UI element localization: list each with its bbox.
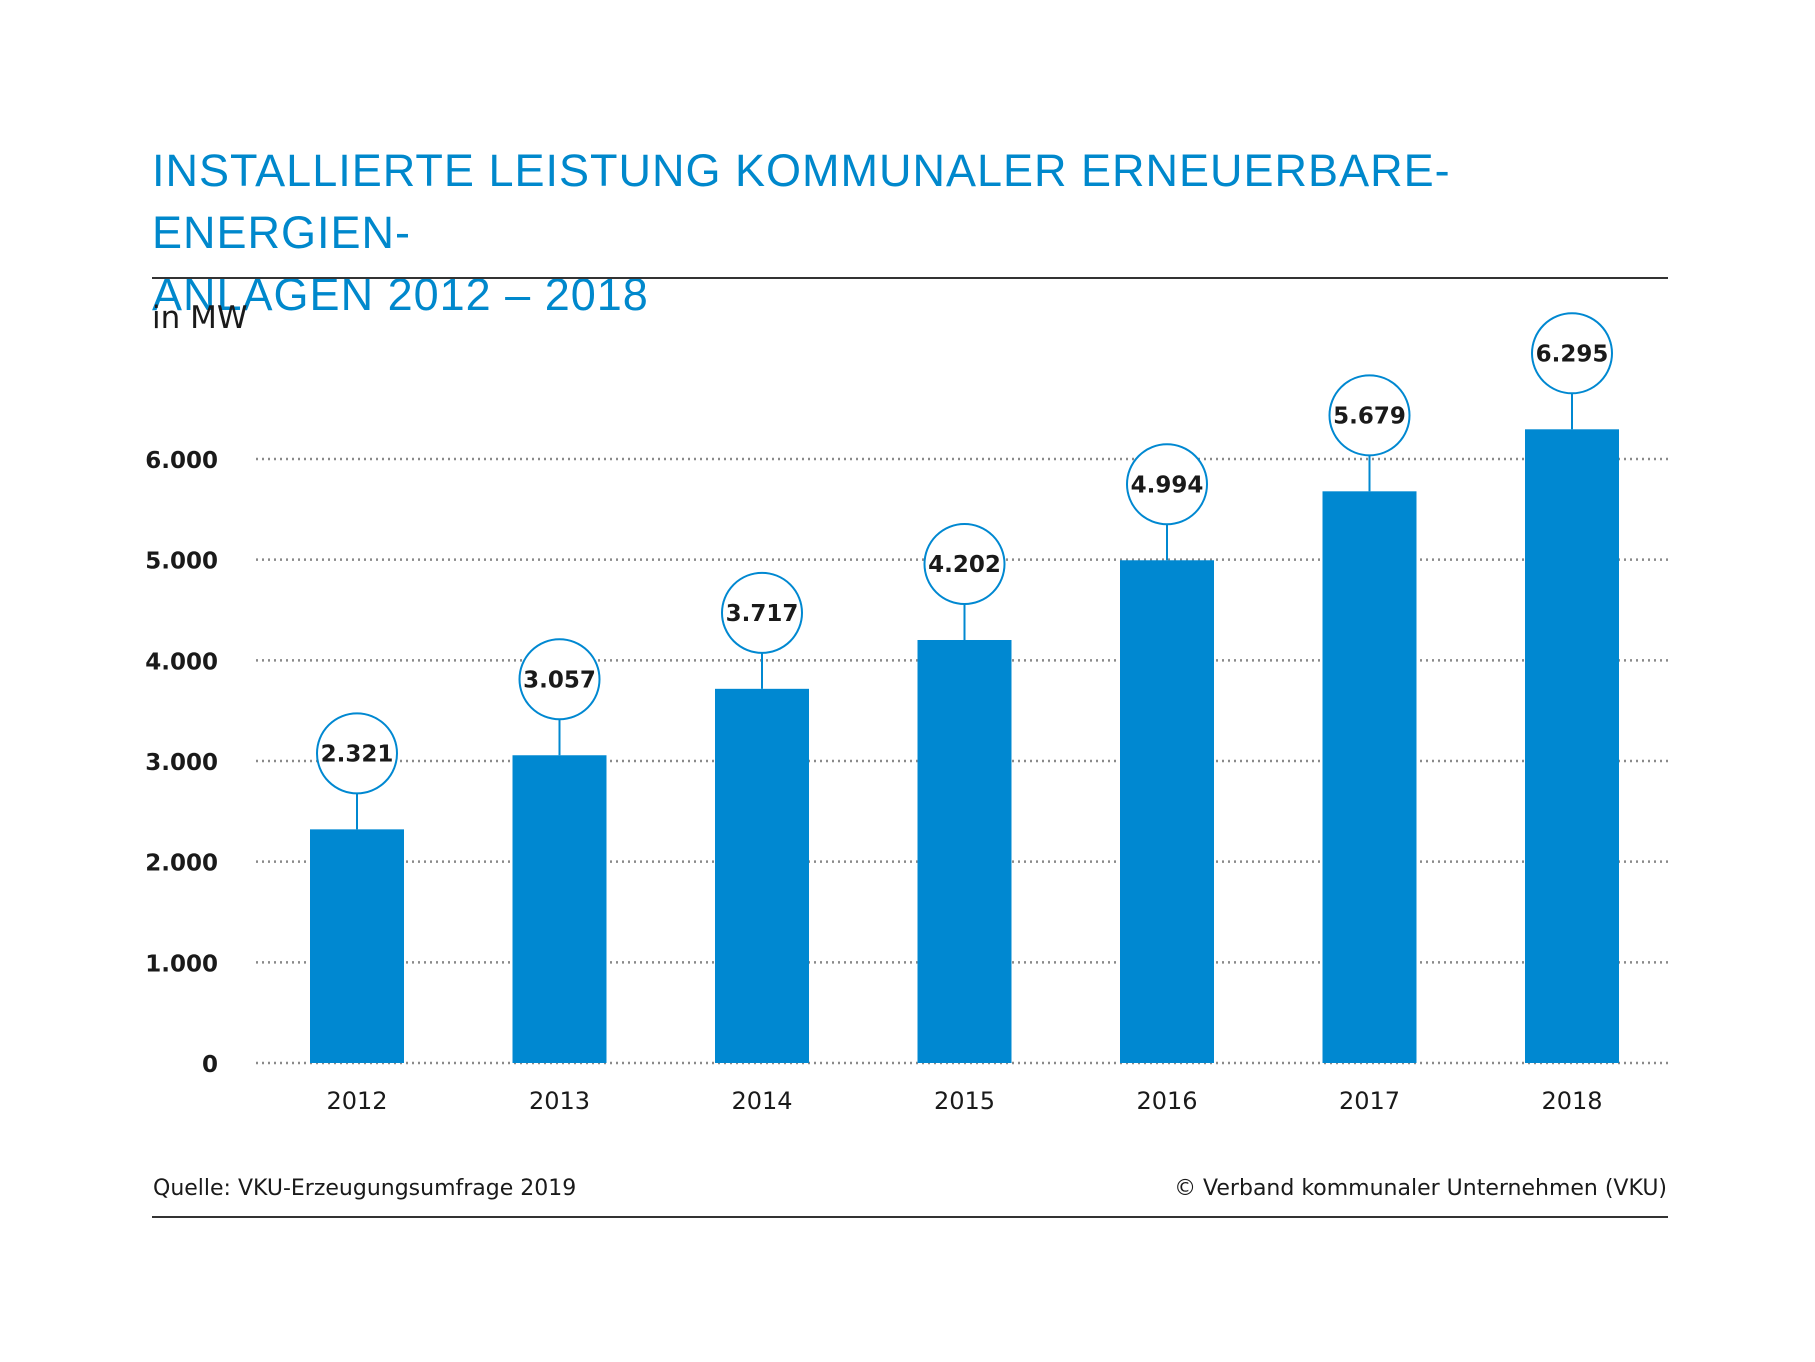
y-axis-unit-label: in MW — [152, 300, 248, 336]
x-tick-label-2018: 2018 — [1541, 1087, 1602, 1115]
bar-2014 — [715, 688, 809, 1063]
callout-circle — [316, 712, 398, 795]
data-label-2018: 6.295 — [1536, 341, 1609, 367]
bar-2013 — [512, 755, 607, 1063]
callout-circle — [1126, 443, 1208, 526]
y-tick-label: 3.000 — [145, 750, 218, 776]
callout-circle — [1328, 374, 1411, 457]
grid-lines — [256, 457, 1668, 1065]
bottom-divider — [152, 1216, 1668, 1218]
x-axis-tick-labels: 2012 2013 2014 2015 2016 2017 2018 — [326, 1087, 1602, 1115]
callout-circle — [518, 638, 601, 721]
data-label-2013: 3.057 — [523, 667, 596, 693]
bar-2017 — [1322, 491, 1417, 1064]
data-label-2016: 4.994 — [1131, 472, 1204, 498]
y-tick-label: 6.000 — [145, 448, 218, 474]
x-tick-label-2012: 2012 — [326, 1087, 387, 1115]
data-label-2017: 5.679 — [1333, 403, 1406, 429]
data-label-2014: 3.717 — [726, 601, 799, 627]
bar-2018 — [1525, 429, 1619, 1063]
chart-title: INSTALLIERTE LEISTUNG KOMMUNALER ERNEUER… — [152, 140, 1692, 326]
callout-circle — [923, 522, 1006, 605]
value-callouts: 2.321 3.057 3.717 4.202 4.994 5.679 6.295 — [316, 312, 1613, 830]
x-tick-label-2017: 2017 — [1339, 1087, 1400, 1115]
callout-circle — [1531, 312, 1613, 395]
x-tick-label-2013: 2013 — [529, 1087, 590, 1115]
chart-title-line-1: INSTALLIERTE LEISTUNG KOMMUNALER ERNEUER… — [152, 145, 1451, 258]
copyright-note: © Verband kommunaler Unternehmen (VKU) — [1174, 1176, 1667, 1201]
source-note: Quelle: VKU-Erzeugungsumfrage 2019 — [153, 1176, 577, 1201]
y-tick-label: 2.000 — [145, 851, 218, 877]
y-tick-label: 4.000 — [145, 649, 218, 675]
bar-2012 — [310, 829, 404, 1063]
bar-2016 — [1120, 560, 1214, 1063]
x-tick-label-2016: 2016 — [1136, 1087, 1197, 1115]
y-tick-label: 1.000 — [145, 951, 218, 977]
y-tick-label: 5.000 — [145, 549, 218, 575]
callout-circle — [721, 571, 803, 654]
x-tick-label-2015: 2015 — [934, 1087, 995, 1115]
y-tick-label: 0 — [202, 1052, 218, 1078]
bars — [310, 429, 1619, 1064]
bar-2015 — [917, 639, 1012, 1063]
top-divider — [152, 277, 1668, 279]
data-label-2015: 4.202 — [928, 552, 1001, 578]
x-tick-label-2014: 2014 — [731, 1087, 792, 1115]
data-label-2012: 2.321 — [321, 741, 394, 767]
y-axis-tick-labels: 0 1.000 2.000 3.000 4.000 5.000 6.000 — [145, 448, 218, 1078]
